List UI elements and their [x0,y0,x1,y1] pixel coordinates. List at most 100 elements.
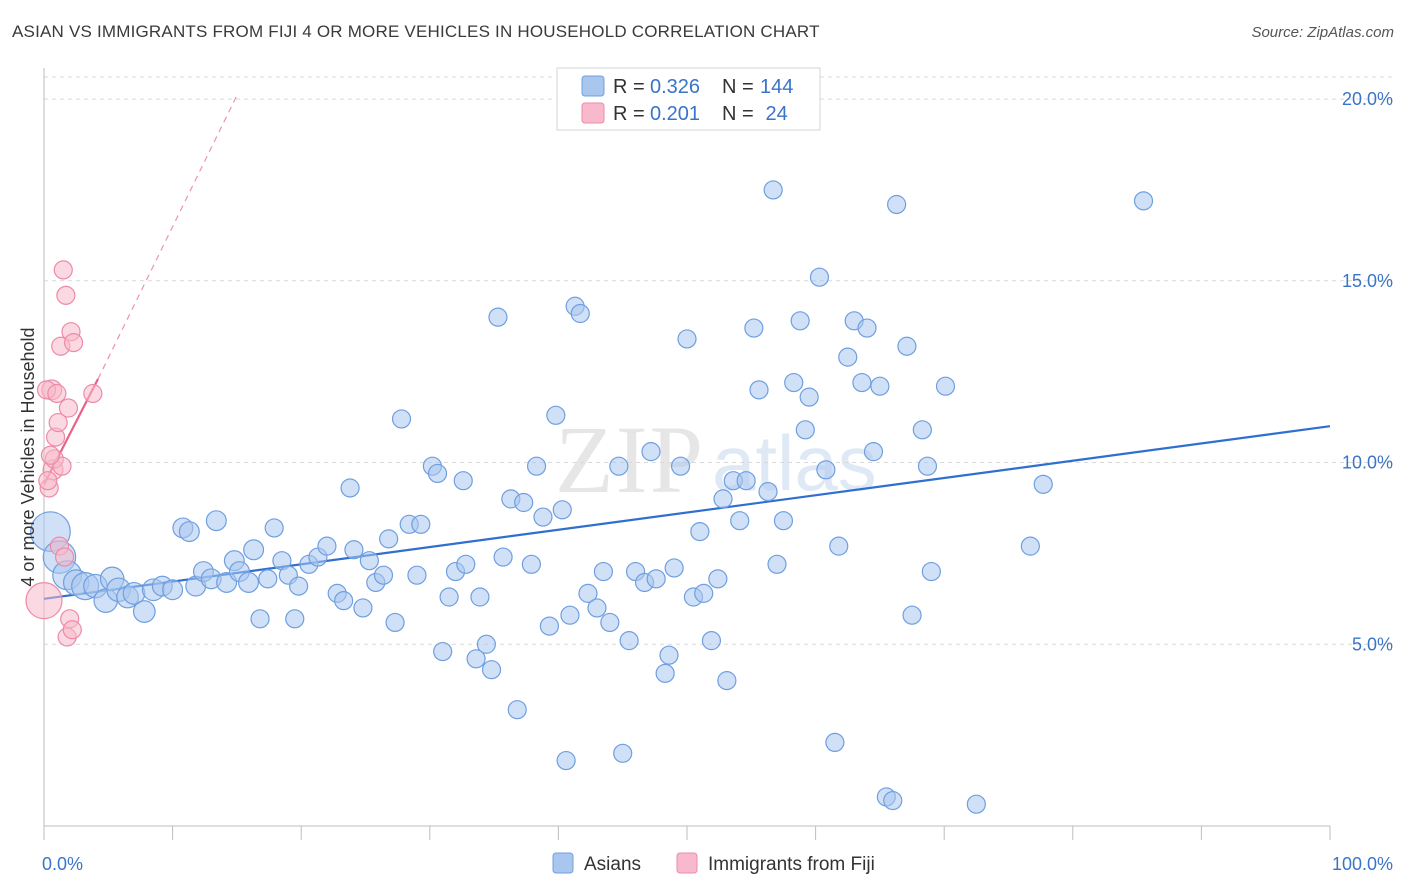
asian-point [250,609,270,629]
legend-n-label-asian: N = [722,76,754,98]
asian-point [838,347,858,367]
asian-point [870,376,890,396]
asian-point [132,600,156,623]
bottom-legend-swatch-fiji [676,852,698,874]
asian-point [556,750,576,771]
asian-point [552,500,572,520]
asian-point [539,616,559,636]
asian-point [353,598,373,618]
y-tick-label: 20.0% [1342,89,1393,109]
x-tick-labels: 0.0% 100.0% [42,854,1393,874]
fiji-point [56,285,76,305]
y-tick-label: 10.0% [1342,453,1393,473]
asian-point [795,420,815,440]
asian-point [391,409,412,429]
watermark: ZIP atlas [555,406,877,513]
asian-point [730,511,750,531]
asian-point [763,180,783,200]
asian-point [609,456,629,476]
watermark-atlas: atlas [712,419,877,507]
asian-point [237,571,259,593]
y-tick-labels: 5.0% 10.0% 15.0% 20.0% [1342,89,1393,654]
fiji-point [38,471,58,491]
bottom-legend-swatch-asian [552,852,574,874]
asian-point [456,554,476,574]
fiji-point [58,398,79,418]
asian-point [493,547,513,567]
asian-point [917,456,938,476]
asian-point [162,579,184,601]
asian-point [1020,536,1040,556]
asian-point [481,660,502,680]
asian-point [655,663,675,683]
asian-point [514,492,534,513]
y-axis-label: 4 or more Vehicles in Household [18,327,38,586]
source-credit: Source: ZipAtlas.com [1251,24,1394,41]
asian-point [334,591,354,611]
asian-point [897,336,917,356]
asian-point [619,631,639,651]
asian-point [379,529,399,549]
asian-point [773,511,794,531]
legend-swatch-asian [581,75,605,97]
asian-point [385,612,405,633]
asian-point [1133,191,1154,211]
asian-point [744,318,764,338]
fiji-point [54,547,75,567]
asian-point [966,794,986,814]
asian-point [701,631,722,651]
fiji-point [63,332,84,353]
asian-point [373,565,394,585]
asian-point [912,420,932,440]
asian-point [264,518,284,538]
asian-point [407,565,427,585]
asian-point [664,558,684,578]
asian-point [767,554,787,574]
fiji-trend-extension [97,95,238,380]
asian-point [902,605,922,625]
asian-point [825,732,845,753]
legend-n-label-fiji: N = [722,103,754,125]
bottom-legend: Asians Immigrants from Fiji [552,852,875,875]
fiji-point [53,260,73,280]
asian-point [178,521,200,543]
asian-point [359,551,379,571]
asian-point [736,471,756,491]
asian-point [587,598,607,618]
asian-point [659,645,679,665]
asian-point [205,510,227,532]
asian-point [488,307,508,327]
asian-point [749,380,769,400]
chart-title: ASIAN VS IMMIGRANTS FROM FIJI 4 OR MORE … [12,22,820,41]
fiji-point [47,383,67,404]
asian-point [717,671,737,691]
asian-point [285,609,305,629]
fiji-point [48,412,68,433]
asian-point [935,376,956,396]
bottom-legend-label-asian: Asians [584,854,641,875]
legend-r-value-fiji: 0.201 [650,103,700,125]
grid-lines [44,76,1395,645]
asian-point [816,460,836,480]
asian-point [799,387,819,407]
asian-point [570,303,590,324]
asian-point [708,569,728,589]
asian-point [887,194,907,215]
legend-r-label-asian: R = [613,76,645,98]
asian-point [411,514,431,534]
asian-point [863,442,884,462]
asian-point [560,605,580,625]
asian-point [521,554,541,574]
fiji-point [25,582,63,620]
asian-point [677,329,697,349]
asian-point [784,372,804,393]
bottom-legend-label-fiji: Immigrants from Fiji [708,854,875,875]
fiji-point [40,445,61,465]
asian-point [439,587,459,607]
asian-point [600,612,620,633]
asian-point [243,539,265,561]
asian-point [476,634,496,654]
asian-point [852,372,872,393]
asian-point [578,583,598,603]
asian-point [613,743,633,763]
